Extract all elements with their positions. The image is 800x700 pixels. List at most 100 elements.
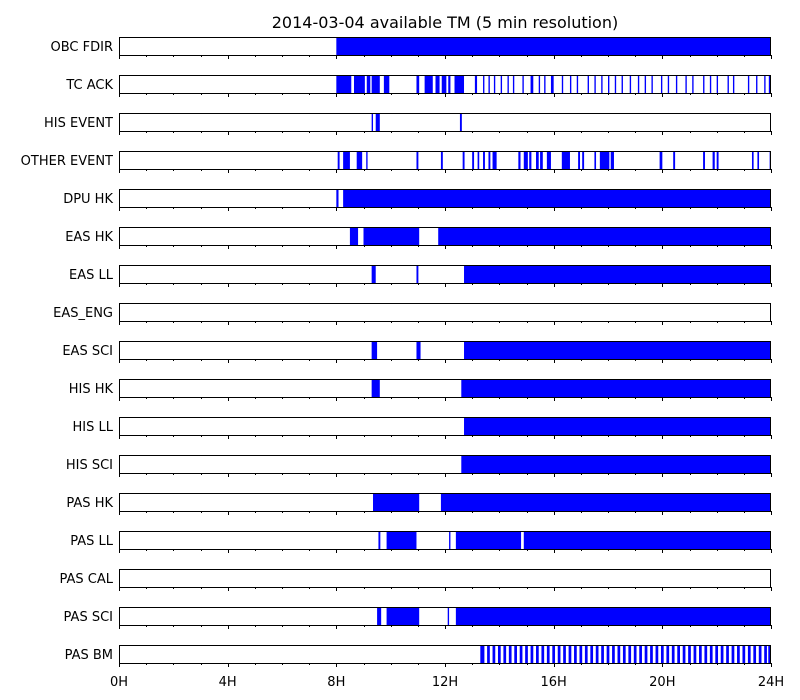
availability-bar [488,151,491,169]
availability-bar [440,493,771,511]
availability-bar [584,645,588,663]
availability-bar [667,75,670,93]
availability-bar [449,531,451,549]
row-label: OTHER EVENT [21,154,113,169]
availability-bar [704,645,708,663]
row-his-event: HIS EVENT [44,113,772,135]
availability-bar [715,645,719,663]
availability-bar [455,607,771,625]
availability-bar [544,75,546,93]
availability-bar [416,265,419,283]
availability-bar [655,645,659,663]
availability-bar [378,531,381,549]
availability-bar [523,151,528,169]
availability-bar [764,75,766,93]
availability-bar [764,645,767,663]
row-frame [119,569,771,588]
x-tick-label: 12H [432,675,458,690]
availability-bar [709,75,712,93]
availability-bar [671,645,675,663]
availability-bar [540,151,543,169]
availability-bar [500,75,503,93]
row-his-ll: HIS LL [73,417,772,439]
availability-bar [753,645,757,663]
availability-bar [336,37,771,55]
availability-bar [633,645,637,663]
availability-bar [514,645,517,663]
availability-bar [732,75,735,93]
availability-bar [692,75,694,93]
availability-bar [416,75,420,93]
x-axis: 0H 4H 8H 12H 16H 20H 24H [110,675,784,690]
availability-bar [579,645,583,663]
availability-bar [541,645,545,663]
row-label: PAS SCI [64,610,113,625]
availability-bar [747,645,751,663]
row-label: HIS EVENT [44,116,113,131]
availability-bar [536,151,539,169]
availability-bar [529,151,532,169]
availability-bar [353,75,365,93]
availability-bar [336,189,339,207]
availability-bar [424,75,433,93]
availability-bar [523,531,771,549]
availability-bar [536,645,539,663]
row-label: TC ACK [65,78,113,93]
row-eas-hk: EAS HK [65,227,772,249]
availability-bar [464,417,771,435]
row-frame [119,113,771,132]
row-frame [119,151,771,170]
availability-bar [363,227,420,245]
availability-bar [550,75,554,93]
availability-bar [518,151,521,169]
availability-bar [709,645,713,663]
availability-bar [660,75,663,93]
row-label: PAS CAL [60,572,114,587]
availability-bar [629,75,632,93]
availability-bar [628,645,632,663]
availability-bar [601,75,603,93]
row-eas-sci: EAS SCI [62,341,772,363]
row-his-hk: HIS HK [69,379,772,401]
availability-bar [454,75,465,93]
availability-bar [371,75,380,93]
availability-bar [727,75,729,93]
availability-bar [383,75,390,93]
row-label: HIS LL [73,420,114,435]
availability-bar [606,645,610,663]
row-label: HIS HK [69,382,114,397]
row-eas-ll: EAS LL [69,265,772,287]
row-frame [119,303,771,322]
availability-bar [371,265,376,283]
availability-bar [612,645,615,663]
row-label: EAS HK [65,230,113,245]
availability-bar [448,75,451,93]
row-label: PAS BM [65,648,113,663]
availability-bar [621,75,623,93]
availability-bar [552,645,556,663]
availability-bar [546,151,551,169]
x-tick-label: 16H [541,675,567,690]
availability-bar [336,75,352,93]
availability-bar [474,75,478,93]
row-dpu-hk: DPU HK [63,189,772,211]
x-tick-label: 0H [110,675,128,690]
availability-bar [462,151,465,169]
x-tick-label: 8H [327,675,345,690]
availability-bar [371,113,374,131]
availability-bar [386,607,420,625]
availability-bar [622,645,626,663]
availability-bar [699,645,702,663]
availability-bar [747,75,750,93]
availability-bar [377,607,382,625]
availability-bar [675,75,678,93]
availability-bar [512,75,515,93]
availability-bar [651,75,653,93]
availability-bar [601,645,604,663]
availability-bar [356,151,363,169]
row-label: EAS_ENG [53,306,113,321]
availability-bar [576,75,579,93]
availability-bar [644,645,648,663]
availability-bar [703,75,705,93]
availability-bar [461,455,771,473]
